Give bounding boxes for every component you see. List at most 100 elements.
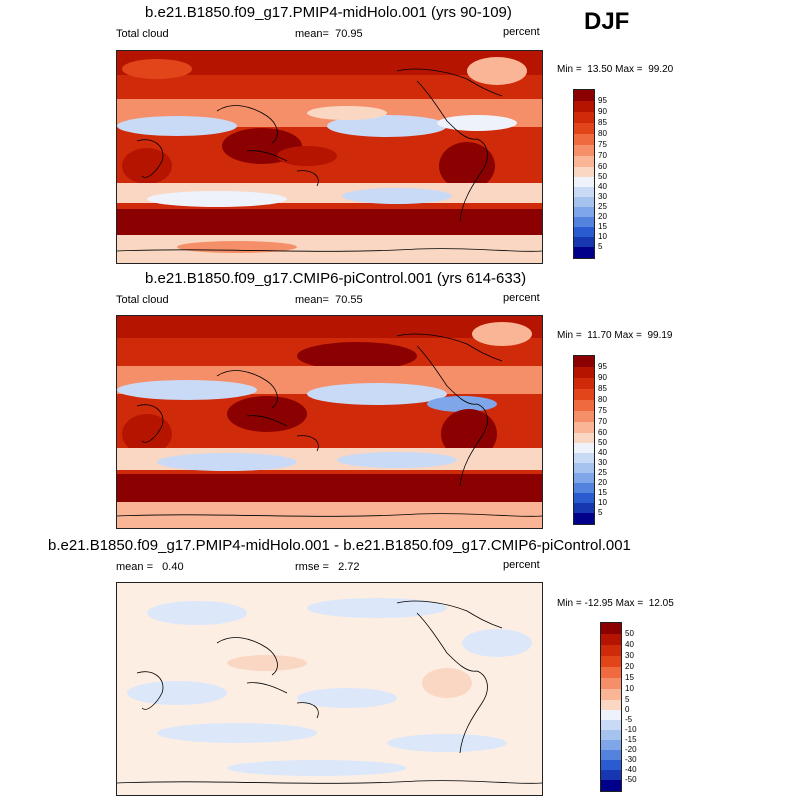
- panel2-colorbar-label: 70: [598, 417, 607, 426]
- panel1-minmax: Min = 13.50 Max = 99.20: [557, 64, 673, 75]
- panel2-mean: mean= 70.55: [295, 294, 363, 306]
- panel1-mean: mean= 70.95: [295, 28, 363, 40]
- panel2-colorbar-label: 60: [598, 428, 607, 437]
- panel1-colorbar-segment: [574, 112, 594, 123]
- panel3-colorbar-segment: [601, 750, 621, 760]
- panel1-colorbar-segment: [574, 123, 594, 134]
- panel2-colorbar-segment: [574, 433, 594, 443]
- panel1-colorbar: 95 90 85 80 75 70 60 50 40 30 25 20 15 1…: [573, 89, 607, 259]
- panel2-colorbar: 95 90 85 80 75 70 60 50 40 30 25 20 15 1…: [573, 355, 607, 525]
- panel2-colorbar-segment: [574, 513, 594, 524]
- panel2-colorbar-segment: [574, 400, 594, 411]
- panel1-colorbar-label: 85: [598, 118, 607, 127]
- panel2-map: [116, 315, 543, 529]
- panel3-rmse-label: rmse =: [295, 561, 329, 573]
- panel3-colorbar-label: -30: [625, 755, 637, 764]
- panel1-colorbar-segment: [574, 145, 594, 156]
- panel2-colorbar-label: 40: [598, 448, 607, 457]
- panel1-colorbar-label: 20: [598, 212, 607, 221]
- panel3-colorbar-label: 20: [625, 662, 634, 671]
- panel1-colorbar-label: 10: [598, 232, 607, 241]
- panel1-colorbar-label: 15: [598, 222, 607, 231]
- panel1-title: b.e21.B1850.f09_g17.PMIP4-midHolo.001 (y…: [145, 4, 512, 21]
- panel2-colorbar-segment: [574, 411, 594, 422]
- panel2-colorbar-segment: [574, 378, 594, 389]
- panel2-colorbar-segment: [574, 422, 594, 433]
- panel2-colorbar-label: 95: [598, 362, 607, 371]
- panel3-colorbar-label: 5: [625, 695, 630, 704]
- panel1-units: percent: [503, 26, 540, 38]
- panel1-colorbar-segment: [574, 187, 594, 197]
- panel2-min-value: 11.70: [587, 330, 612, 341]
- panel3-mean: mean = 0.40: [116, 561, 184, 573]
- season-label: DJF: [584, 8, 630, 35]
- panel2-colorbar-segment: [574, 473, 594, 483]
- panel1-variable-label: Total cloud: [116, 28, 169, 40]
- panel1-colorbar-segment: [574, 90, 594, 101]
- panel3-title: b.e21.B1850.f09_g17.PMIP4-midHolo.001 - …: [48, 537, 631, 554]
- panel1-min-label: Min =: [557, 64, 582, 75]
- panel1-colorbar-segment: [574, 247, 594, 258]
- panel3-colorbar-label: 10: [625, 684, 634, 693]
- panel1-colorbar-segment: [574, 156, 594, 167]
- panel3-mean-label: mean =: [116, 561, 153, 573]
- panel3-colorbar-segment: [601, 667, 621, 678]
- panel1-colorbar-label: 50: [598, 172, 607, 181]
- panel3-colorbar-label: 15: [625, 673, 634, 682]
- panel3-max-label: Max =: [615, 598, 644, 609]
- panel1-map-svg: [117, 51, 542, 263]
- panel1-colorbar-segment: [574, 134, 594, 145]
- panel2-variable-label: Total cloud: [116, 294, 169, 306]
- panel2-min-label: Min =: [557, 330, 582, 341]
- panel3-colorbar-label: -5: [625, 715, 633, 724]
- panel1-colorbar-label: 80: [598, 129, 607, 138]
- panel1-mean-label: mean=: [295, 28, 329, 40]
- panel3-colorbar-label: 0: [625, 705, 630, 714]
- panel3-rmse: rmse = 2.72: [295, 561, 360, 573]
- panel2-map-svg: [117, 316, 542, 528]
- panel3-colorbar-label: -10: [625, 725, 637, 734]
- panel3-mean-value: 0.40: [162, 561, 184, 573]
- panel1-colorbar-segment: [574, 167, 594, 177]
- panel3-colorbar-segment: [601, 730, 621, 740]
- panel3-colorbar-segment: [601, 678, 621, 689]
- panel3-map-svg: [117, 583, 542, 795]
- panel2-colorbar-segment: [574, 453, 594, 463]
- panel2-minmax: Min = 11.70 Max = 99.19: [557, 330, 672, 341]
- panel3-colorbar-segment: [601, 770, 621, 780]
- panel3-colorbar-segment: [601, 645, 621, 656]
- panel2-max-value: 99.19: [647, 330, 673, 341]
- panel1-colorbar-label: 25: [598, 202, 607, 211]
- panel1-min-value: 13.50: [587, 64, 613, 75]
- panel3-colorbar-label: -50: [625, 775, 637, 784]
- panel2-colorbar-label: 75: [598, 406, 607, 415]
- panel1-colorbar-label: 70: [598, 151, 607, 160]
- panel3-colorbar-label: 30: [625, 651, 634, 660]
- panel1-colorbar-segment: [574, 227, 594, 237]
- panel3-colorbar-segment: [601, 720, 621, 730]
- panel2-colorbar-segment: [574, 443, 594, 453]
- panel3-min-value: -12.95: [584, 598, 613, 609]
- panel3-map: [116, 582, 543, 796]
- panel1-colorbar-segment: [574, 207, 594, 217]
- panel2-colorbar-label: 20: [598, 478, 607, 487]
- panel2-units: percent: [503, 292, 540, 304]
- panel1-colorbar-segment: [574, 101, 594, 112]
- panel1-colorbar-label: 30: [598, 192, 607, 201]
- panel2-colorbar-segment: [574, 493, 594, 503]
- panel2-colorbar-segment: [574, 367, 594, 378]
- panel3-units: percent: [503, 559, 540, 571]
- panel2-mean-value: 70.55: [335, 294, 363, 306]
- panel3-minmax: Min = -12.95 Max = 12.05: [557, 598, 674, 609]
- panel3-colorbar-segment: [601, 740, 621, 750]
- panel1-colorbar-segment: [574, 197, 594, 207]
- panel1-colorbar-segment: [574, 237, 594, 247]
- panel3-rmse-value: 2.72: [338, 561, 360, 573]
- panel3-colorbar-segment: [601, 656, 621, 667]
- panel2-colorbar-label: 85: [598, 384, 607, 393]
- panel2-max-label: Max =: [614, 330, 642, 341]
- panel1-max-value: 99.20: [648, 64, 674, 75]
- panel3-colorbar-label: 50: [625, 629, 634, 638]
- panel3-colorbar-segment: [601, 780, 621, 791]
- panel2-colorbar-segment: [574, 389, 594, 400]
